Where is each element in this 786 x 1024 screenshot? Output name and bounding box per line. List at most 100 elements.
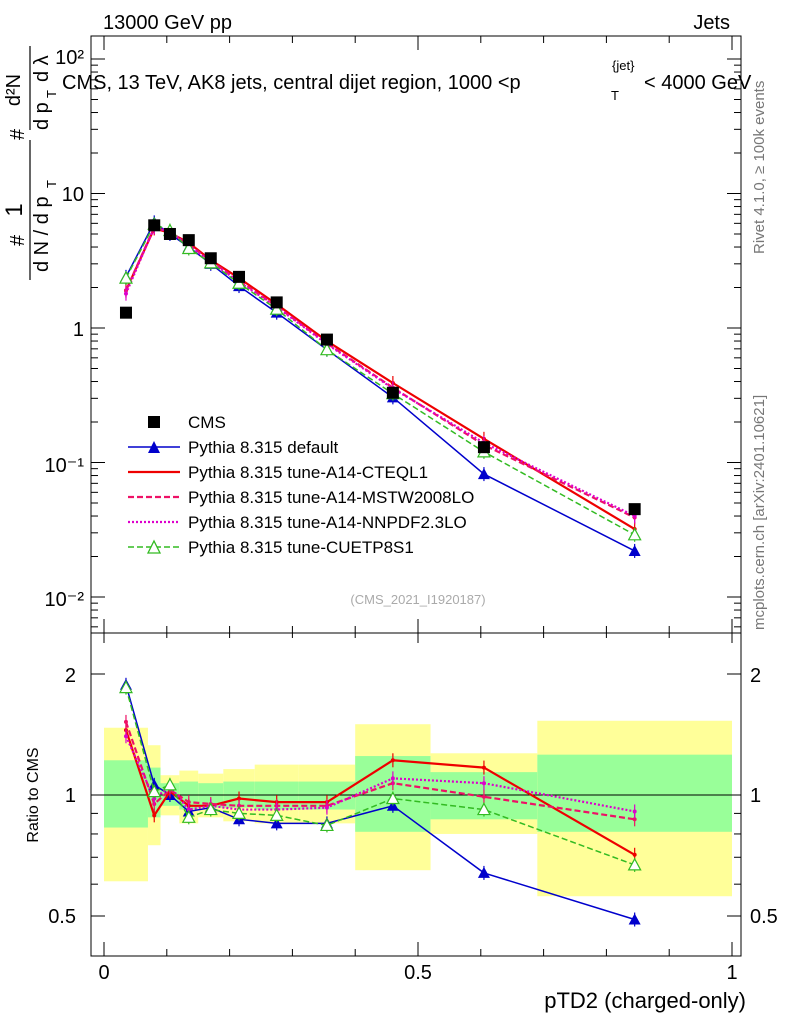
main-point-pythia-8-315-tune-cuetp8s1: [627, 527, 642, 541]
ylabel-hash-2: #: [7, 128, 29, 140]
main-y-tick-label: 10²: [55, 47, 84, 69]
main-point-cms: [233, 270, 246, 283]
legend-entry: Pythia 8.315 tune-A14-MSTW2008LO: [128, 488, 474, 507]
legend-entry: Pythia 8.315 tune-CUETP8S1: [128, 538, 414, 557]
ratio-line-pythia-8-315-tune-cuetp8s1: [125, 687, 635, 866]
legend-label: Pythia 8.315 tune-A14-NNPDF2.3LO: [188, 513, 467, 532]
main-series-layer: [118, 215, 642, 558]
legend-entry: CMS: [148, 413, 226, 432]
ratio-y-tick-label-right: 0.5: [750, 906, 778, 928]
main-point-cms: [477, 441, 490, 454]
energy-label: 13000 GeV pp: [103, 12, 232, 34]
main-point-cms: [148, 219, 161, 232]
ratio-point-pythia-8-315-tune-a14-cteql1: [237, 796, 242, 801]
ratio-point-pythia-8-315-tune-cuetp8s1: [147, 784, 162, 798]
ratio-point-pythia-8-315-tune-cuetp8s1: [385, 791, 400, 805]
main-point-cms: [204, 252, 217, 265]
ratio-point-pythia-8-315-tune-cuetp8s1: [269, 808, 284, 821]
legend: CMS Pythia 8.315 default Pythia 8.315 tu…: [128, 413, 474, 557]
ratio-point-pythia-8-315-tune-cuetp8s1: [203, 802, 218, 816]
ylabel-subscript-t: T: [44, 180, 59, 188]
ratio-point-pythia-8-315-tune-a14-mstw2008lo: [481, 794, 486, 799]
main-point-cms: [119, 306, 132, 319]
main-point-pythia-8-315-default: [477, 468, 490, 480]
ratio-y-tick-label: 1: [65, 785, 76, 807]
legend-label: Pythia 8.315 default: [188, 438, 339, 457]
main-y-tick-label: 10⁻²: [45, 589, 85, 611]
x-tick-label: 1: [726, 962, 737, 984]
analysis-title-sub: T: [611, 88, 619, 103]
main-point-pythia-8-315-default: [628, 544, 641, 556]
main-point-cms: [270, 296, 283, 309]
x-tick-labels: 0 0.5 1: [98, 962, 737, 984]
ratio-point-pythia-8-315-tune-a14-mstw2008lo: [123, 719, 128, 724]
ratio-point-pythia-8-315-tune-cuetp8s1: [627, 857, 642, 871]
legend-label: CMS: [188, 413, 226, 432]
main-point-cms: [182, 234, 195, 247]
mcplots-source-label: mcplots.cern.ch [arXiv:2401.10621]: [751, 395, 768, 630]
ratio-point-pythia-8-315-tune-cuetp8s1: [476, 802, 491, 816]
main-point-pythia-8-315-tune-cuetp8s1: [181, 241, 196, 255]
legend-label: Pythia 8.315 tune-A14-MSTW2008LO: [188, 488, 474, 507]
x-tick-label: 0.5: [404, 962, 432, 984]
ratio-y-axis-label: Ratio to CMS: [25, 747, 42, 842]
legend-marker-cuetp8s1: [146, 539, 162, 554]
legend-entry: Pythia 8.315 tune-A14-NNPDF2.3LO: [128, 513, 467, 532]
ratio-y-tick-label: 0.5: [48, 906, 76, 928]
main-y-tick-label: 1: [73, 319, 84, 341]
ratio-point-pythia-8-315-tune-a14-nnpdf2-3lo: [123, 734, 128, 739]
main-point-cms: [320, 333, 333, 346]
analysis-id-watermark: (CMS_2021_I1920187): [350, 592, 485, 607]
legend-marker-cms: [148, 416, 160, 428]
main-y-axis-label: # 1 d N / d p T # d²N d p T d λ: [1, 46, 59, 280]
ratio-point-pythia-8-315-default: [628, 913, 641, 925]
main-y-tick-label: 10: [62, 184, 84, 206]
legend-entry: Pythia 8.315 default: [128, 438, 339, 457]
rivet-version-label: Rivet 4.1.0, ≥ 100k events: [751, 81, 768, 254]
x-axis-label: pTD2 (charged-only): [544, 988, 746, 1013]
ratio-y-tick-label: 2: [65, 665, 76, 687]
x-tick-label: 0: [98, 962, 109, 984]
ratio-y-tick-label-right: 2: [750, 665, 761, 687]
ratio-y-tick-label-right: 1: [750, 785, 761, 807]
analysis-title-tail: < 4000 GeV: [644, 72, 752, 94]
ratio-point-pythia-8-315-tune-cuetp8s1: [118, 680, 133, 694]
ratio-point-pythia-8-315-tune-a14-mstw2008lo: [632, 817, 637, 822]
ratio-point-pythia-8-315-tune-a14-cteql1: [152, 813, 157, 818]
ratio-point-pythia-8-315-tune-cuetp8s1: [181, 810, 196, 823]
ylabel-subscript-t2: T: [44, 90, 59, 98]
main-point-pythia-8-315-tune-cuetp8s1: [269, 301, 284, 315]
ylabel-denominator: d N / d p: [31, 196, 53, 272]
main-point-cms: [628, 503, 641, 516]
ratio-point-pythia-8-315-tune-cuetp8s1: [162, 777, 177, 791]
ratio-point-pythia-8-315-default: [270, 817, 283, 829]
legend-label: Pythia 8.315 tune-CUETP8S1: [188, 538, 414, 557]
ratio-point-pythia-8-315-tune-a14-cteql1: [481, 765, 486, 770]
ratio-point-pythia-8-315-tune-a14-nnpdf2-3lo: [324, 805, 329, 810]
ratio-y-tick-labels: 0.5 1 2 0.5 1 2: [48, 665, 778, 928]
ratio-point-pythia-8-315-tune-a14-mstw2008lo: [186, 800, 191, 805]
category-label: Jets: [693, 12, 730, 34]
main-point-pythia-8-315-tune-cuetp8s1: [118, 270, 133, 284]
analysis-title: CMS, 13 TeV, AK8 jets, central dijet reg…: [62, 58, 752, 103]
axis-ticks: [91, 36, 741, 956]
ratio-point-pythia-8-315-tune-a14-nnpdf2-3lo: [481, 781, 486, 786]
main-point-cms: [163, 227, 176, 240]
main-point-cms: [386, 386, 399, 399]
ratio-series-layer: [118, 677, 642, 927]
analysis-title-sup: {jet}: [612, 58, 635, 73]
analysis-title-main: CMS, 13 TeV, AK8 jets, central dijet reg…: [62, 72, 521, 94]
ratio-point-pythia-8-315-tune-cuetp8s1: [319, 818, 334, 832]
ylabel-hash-1: #: [7, 234, 29, 246]
ratio-point-pythia-8-315-tune-a14-cteql1: [390, 758, 395, 763]
ylabel-d2n: d²N: [3, 74, 25, 106]
legend-entry: Pythia 8.315 tune-A14-CTEQL1: [128, 463, 428, 482]
ratio-point-pythia-8-315-tune-a14-nnpdf2-3lo: [390, 776, 395, 781]
ylabel-dlambda: d λ: [31, 55, 53, 82]
ratio-point-pythia-8-315-tune-a14-cteql1: [632, 852, 637, 857]
main-y-tick-labels: 10⁻² 10⁻¹ 1 10 10²: [45, 47, 85, 611]
ratio-point-pythia-8-315-tune-a14-nnpdf2-3lo: [632, 809, 637, 814]
main-y-tick-label: 10⁻¹: [45, 455, 85, 477]
legend-label: Pythia 8.315 tune-A14-CTEQL1: [188, 463, 428, 482]
